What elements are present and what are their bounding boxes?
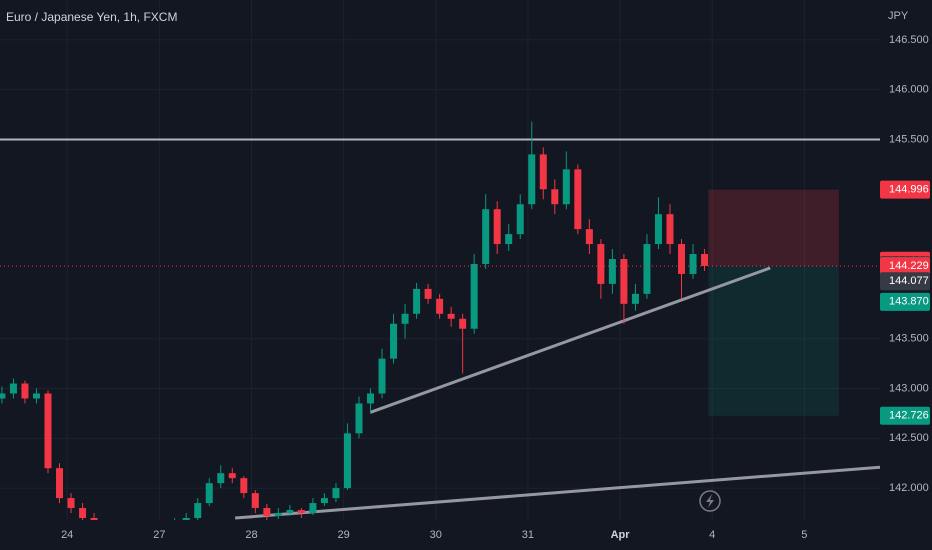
candle-body [608,259,616,284]
stop-zone [708,189,839,267]
candle-body [297,510,305,514]
candle-body [274,513,282,517]
candle-body [620,259,628,304]
candle-body [459,318,467,329]
candle-body [689,254,697,274]
candle-body [343,433,351,489]
axis-unit: JPY [888,10,909,22]
candle-body [67,498,75,509]
chart-title: Euro / Japanese Yen, 1h, FXCM [6,10,177,24]
candle-body [286,510,294,514]
candle-body [44,393,52,469]
candle-body [505,234,513,245]
candle-body [217,473,225,484]
x-tick-label: 29 [338,529,350,541]
candle-body [424,288,432,299]
y-tick-label: 143.000 [889,382,929,394]
candle-body [194,503,202,519]
x-tick-label: 28 [245,529,257,541]
candle-body [79,508,87,519]
candle-body [240,478,248,494]
candle-body [643,244,651,294]
x-tick-label: 5 [801,529,807,541]
candle-body [0,393,6,399]
trend-line [369,266,771,414]
price-label-bg [880,406,930,425]
price-label-bg [880,292,930,311]
candle-body [56,468,64,499]
candle-body [205,483,213,504]
candle-body [309,503,317,514]
candle-body [666,214,674,245]
candle-body [401,313,409,324]
price-label-bg [880,180,930,199]
candle-body [228,473,236,479]
y-tick-label: 146.500 [889,34,929,46]
candle-body [654,214,662,245]
trend-line [235,465,880,520]
x-tick-label: 30 [430,529,442,541]
candle-body [562,169,570,205]
plot-area [0,121,880,520]
candle-body [378,358,386,394]
candle-body [585,229,593,245]
candle-body [263,508,271,517]
price-label: 144.077 [889,275,929,287]
candle-body [182,518,190,520]
candle-body [631,293,639,304]
candle-body [251,493,259,509]
y-tick-label: 142.500 [889,432,929,444]
axes: 146.500 146.000 145.500 143.500 143.000 142.5… [61,34,930,541]
candle-body [332,488,340,499]
x-tick-label: 24 [61,529,73,541]
candle-body [528,154,536,205]
candle-body [516,204,524,235]
candle-body [539,154,547,190]
candle-body [678,244,686,274]
candle-body [367,393,375,404]
candle-body [320,498,328,504]
x-tick-label: 31 [522,529,534,541]
candle-body [32,393,40,399]
candle-body [413,288,421,314]
lightning-icon [699,490,721,512]
candle-body [21,383,29,399]
candle-body [482,209,490,264]
candle-body [701,254,709,266]
target-zone [708,266,839,416]
x-tick-label: 27 [153,529,165,541]
candle-body [597,244,605,284]
candle-body [493,209,501,245]
candle-body [390,323,398,359]
y-tick-label: 142.000 [889,482,929,494]
price-label: 143.870 [889,296,929,308]
candle-body [90,518,98,520]
x-tick-label: 4 [709,529,715,541]
candle-body [355,403,363,434]
x-tick-label: Apr [611,529,631,541]
candle-body [436,298,444,314]
y-tick-label: 145.500 [889,133,929,145]
candle-body [470,263,478,329]
price-label-bg [880,272,930,291]
price-label: 142.726 [889,410,929,422]
candle-body [551,189,559,205]
price-label: 144.229 [889,260,929,272]
candle-body [9,383,17,394]
candle-body [447,313,455,319]
y-tick-label: 143.500 [889,333,929,345]
price-label: 144.996 [889,184,929,196]
y-tick-label: 146.000 [889,84,929,96]
candle-body [574,169,582,230]
